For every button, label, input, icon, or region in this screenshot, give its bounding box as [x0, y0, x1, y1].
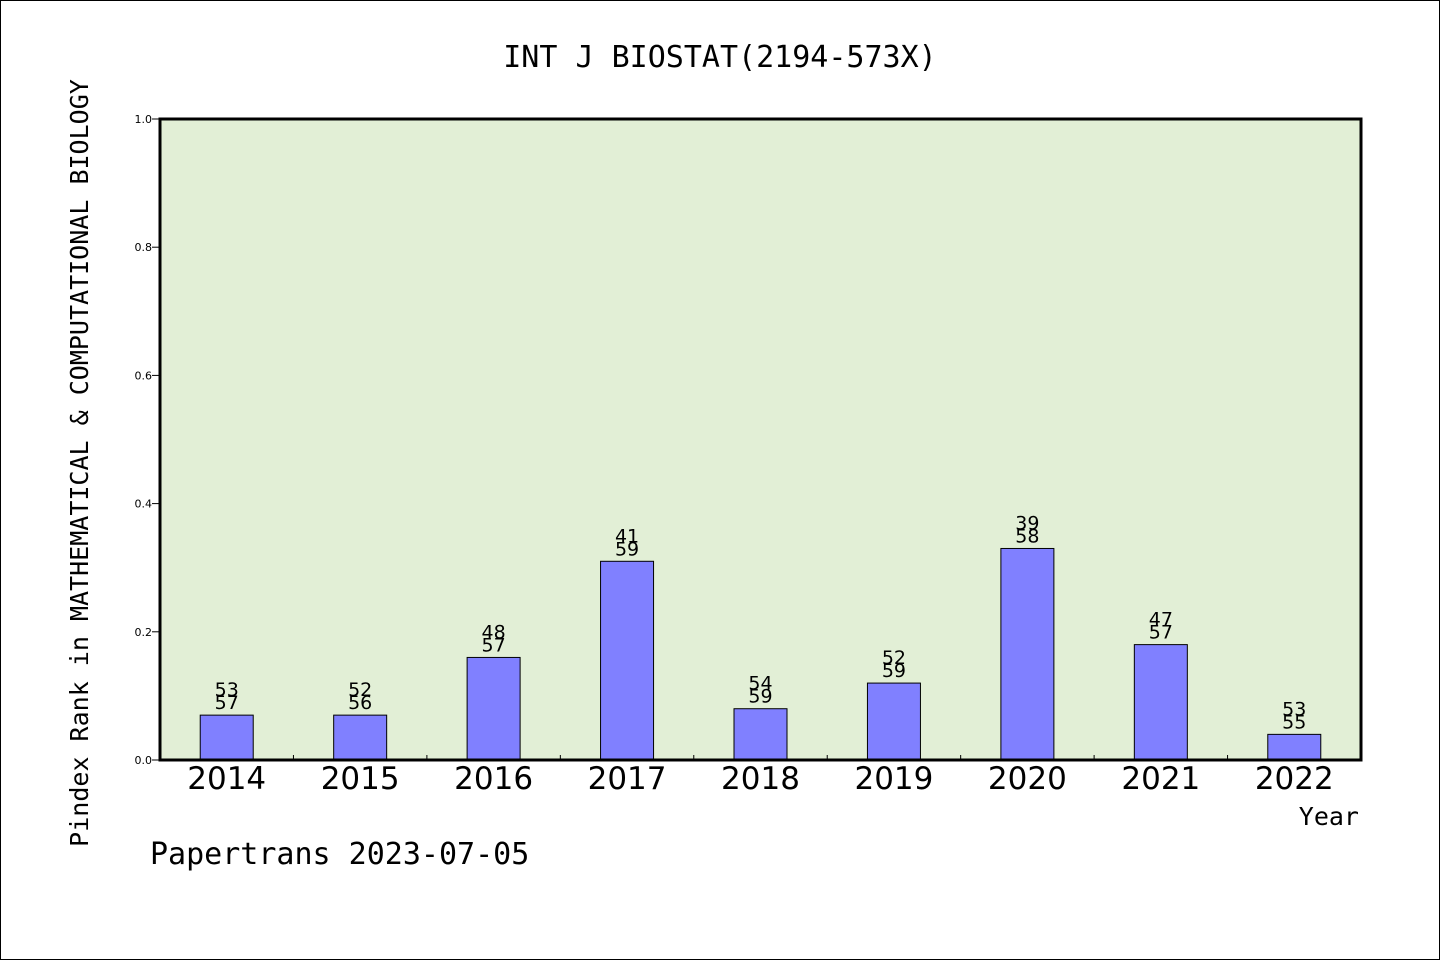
bar-total-label: 58	[1015, 525, 1039, 547]
footer-credit: Papertrans 2023-07-05	[150, 837, 529, 872]
bar-rank-label: 53	[215, 679, 239, 701]
x-axis-label: Year	[1299, 802, 1359, 831]
y-axis: 0.0 0.2 0.4 0.6 0.8 1.0	[135, 113, 160, 767]
x-tick-label: 2019	[854, 761, 933, 797]
bar	[1133, 644, 1188, 761]
x-tick-label: 2014	[187, 761, 266, 797]
bar-total-label: 57	[215, 692, 239, 714]
bar	[600, 560, 655, 761]
y-tick-label: 0.4	[135, 498, 153, 511]
bar-rank-label: 48	[482, 621, 506, 643]
bar-total-label: 55	[1282, 711, 1306, 733]
y-tick-label: 0.2	[135, 626, 153, 639]
bar-rank-label: 52	[882, 647, 906, 669]
x-axis: 2014 2015 2016 2017 2018 2019 2020 2021 2022	[187, 755, 1334, 797]
y-tick-label: 0.8	[135, 241, 153, 254]
y-tick-label: 1.0	[135, 113, 153, 126]
bar-rank-label: 47	[1149, 609, 1173, 631]
bar-total-label: 57	[482, 634, 506, 656]
bar-rank-label: 39	[1015, 512, 1039, 534]
bar-total-label: 59	[882, 660, 906, 682]
bar	[1000, 547, 1055, 761]
y-axis-label: Pindex Rank in MATHEMATICAL & COMPUTATIO…	[65, 79, 94, 847]
x-tick-label: 2021	[1121, 761, 1200, 797]
bar	[866, 682, 921, 761]
bar	[333, 714, 388, 761]
x-tick-label: 2016	[454, 761, 533, 797]
bar-total-label: 59	[748, 686, 772, 708]
y-tick-label: 0.0	[135, 754, 153, 767]
bar-rank-label: 54	[748, 673, 772, 695]
x-tick-label: 2018	[721, 761, 800, 797]
bar-total-label: 57	[1149, 622, 1173, 644]
bar-total-label: 56	[348, 692, 372, 714]
bar	[733, 708, 788, 761]
x-tick-label: 2022	[1255, 761, 1334, 797]
bar	[199, 714, 254, 761]
bar	[466, 656, 521, 761]
y-tick-label: 0.6	[135, 369, 153, 382]
bar-rank-label: 53	[1282, 698, 1306, 720]
plot-border	[158, 117, 1363, 762]
bar-total-label: 59	[615, 538, 639, 560]
x-tick-label: 2017	[588, 761, 667, 797]
bar-rank-label: 52	[348, 679, 372, 701]
chart-title: INT J BIOSTAT(2194-573X)	[503, 40, 936, 75]
bar	[1267, 733, 1322, 761]
x-tick-label: 2020	[988, 761, 1067, 797]
bars	[199, 547, 1322, 761]
x-tick-label: 2015	[321, 761, 400, 797]
bar-rank-label: 41	[615, 525, 639, 547]
